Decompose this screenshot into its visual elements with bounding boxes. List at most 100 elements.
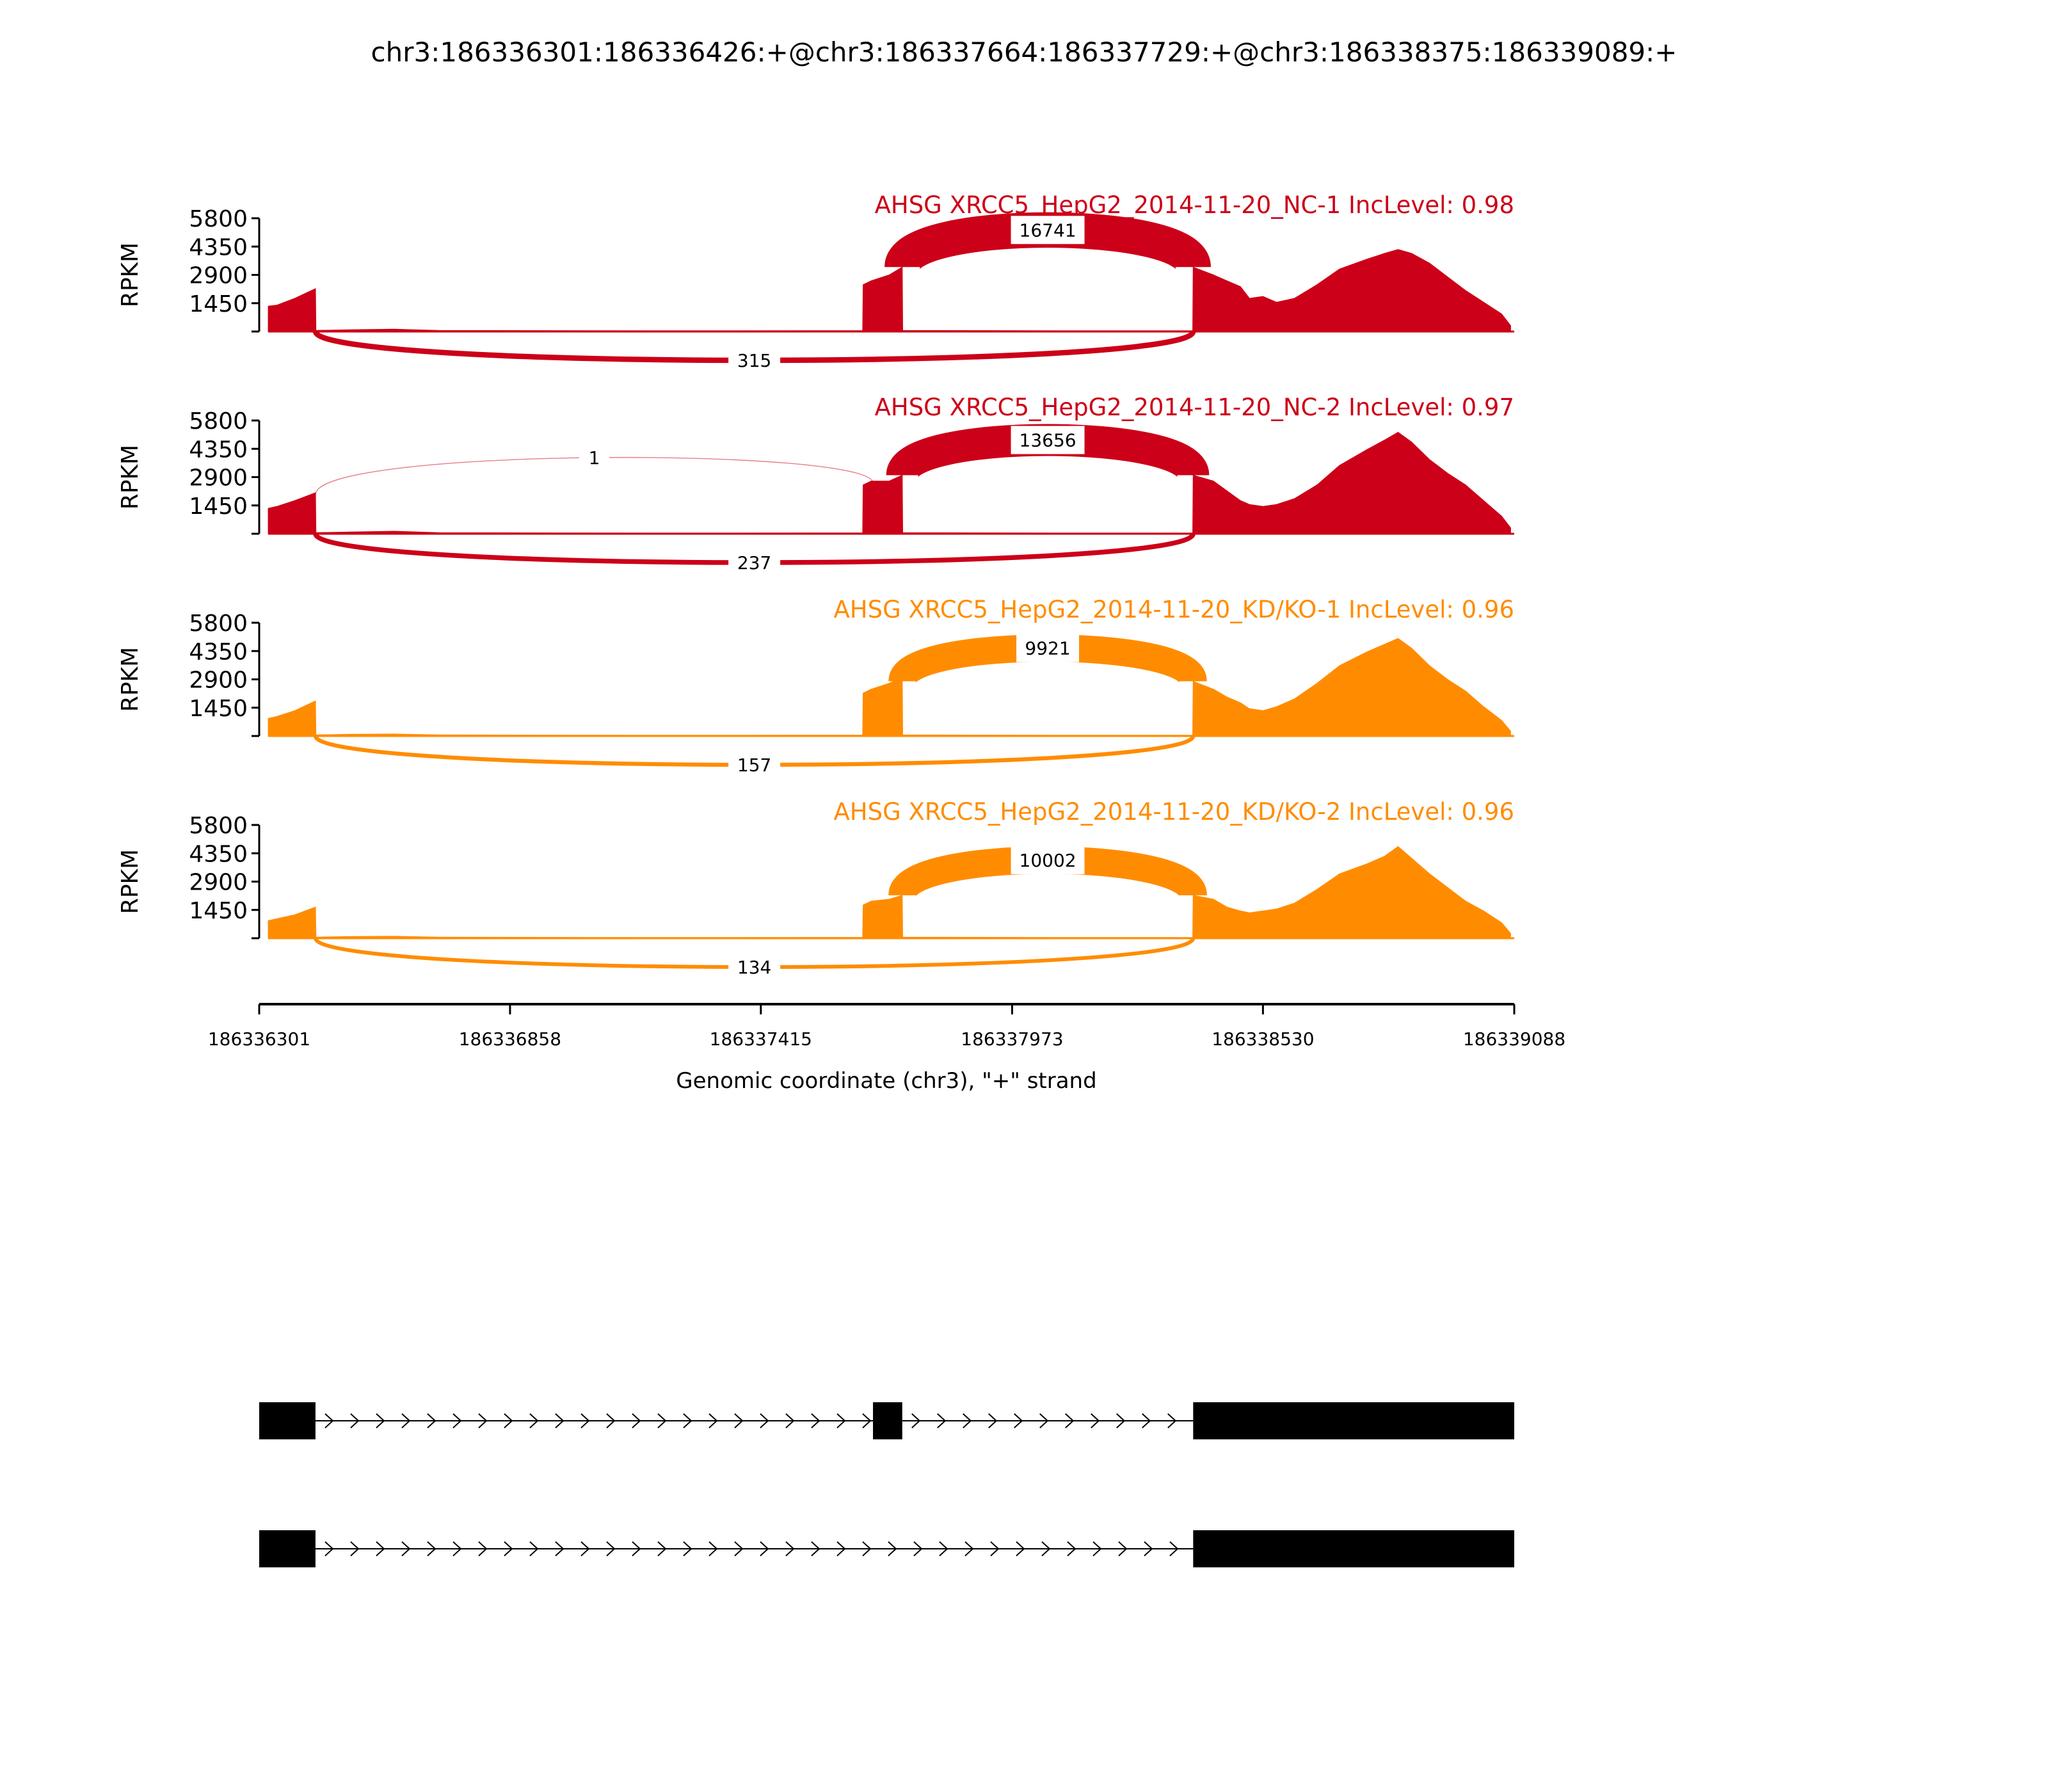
gene-model-2 [259,1530,1514,1567]
strand-arrow [401,1541,411,1556]
y-tick-label: 5800 [189,408,248,435]
y-axis-label: RPKM [117,647,143,712]
junction-label-box [579,443,609,472]
strand-arrow [911,1413,921,1428]
strand-arrow [632,1541,641,1556]
strand-arrow [580,1413,590,1428]
strand-arrow [606,1413,616,1428]
strand-arrow [401,1413,411,1428]
strand-arrow [1142,1413,1151,1428]
strand-arrow [1041,1541,1051,1556]
x-axis-label: Genomic coordinate (chr3), "+" strand [676,1068,1096,1094]
gene-model-1 [259,1402,1514,1439]
strand-arrow [555,1541,564,1556]
strand-arrow [478,1541,488,1556]
strand-arrow [427,1413,436,1428]
junction-label-box [728,548,781,577]
strand-arrow [836,1413,846,1428]
strand-arrow [529,1541,539,1556]
junction-label-box [1011,426,1085,454]
strand-arrow [376,1413,385,1428]
strand-arrow [555,1413,564,1428]
junction-count-label: 9921 [1025,638,1070,659]
strand-arrow [632,1413,641,1428]
exon-block [259,1530,316,1567]
y-tick-label: 5800 [189,206,248,232]
strand-arrow [657,1413,667,1428]
strand-arrow [1116,1413,1126,1428]
y-tick-label: 5800 [189,813,248,839]
gene-models [259,1402,1514,1567]
strand-arrow [990,1541,1000,1556]
coverage-area [268,249,1511,332]
junction-label-box [728,953,781,981]
strand-arrow [988,1413,998,1428]
junction-count-label: 157 [737,755,771,776]
strand-arrow [478,1413,488,1428]
strand-arrow [963,1413,972,1428]
strand-arrow [888,1541,897,1556]
strand-arrow [1067,1541,1076,1556]
x-tick-label: 186338530 [1212,1028,1314,1050]
junction-label-box [728,346,781,374]
y-tick-label: 1450 [189,898,248,924]
coverage-area [268,431,1511,534]
junction-count-label: 1 [589,447,600,468]
strand-arrow [350,1541,360,1556]
junction-label-box [728,751,781,779]
strand-arrow [324,1541,334,1556]
junction-count-label: 10002 [1020,850,1076,871]
strand-arrow [760,1541,769,1556]
strand-arrow [811,1541,820,1556]
strand-arrow [1016,1541,1025,1556]
strand-arrow [1144,1541,1153,1556]
strand-arrow [862,1413,872,1428]
coverage-area [268,845,1511,939]
strand-arrow [529,1413,539,1428]
strand-arrow [708,1413,718,1428]
junction-count-label: 13656 [1020,430,1076,451]
strand-arrow [504,1541,513,1556]
strand-arrow [1118,1541,1128,1556]
x-tick-label: 186336301 [208,1028,310,1050]
strand-arrow [1091,1413,1100,1428]
y-tick-label: 4350 [189,436,248,463]
strand-arrow [1167,1413,1177,1428]
strand-arrow [683,1541,692,1556]
y-tick-label: 5800 [189,611,248,637]
strand-arrow [785,1413,795,1428]
junction-count-label: 237 [737,552,771,573]
y-tick-label: 2900 [189,668,248,694]
strand-arrow [580,1541,590,1556]
panel-label: AHSG XRCC5_HepG2_2014-11-20_KD/KO-2 IncL… [833,798,1514,826]
junction-label-box [1011,845,1085,874]
strand-arrow [913,1541,923,1556]
coverage-area [268,637,1511,737]
y-axis-label: RPKM [117,445,143,509]
y-tick-label: 4350 [189,234,248,260]
strand-arrow [376,1541,385,1556]
junction-label-box [1016,634,1080,662]
strand-arrow [1065,1413,1075,1428]
strand-arrow [1014,1413,1023,1428]
junction-count-label: 134 [737,957,771,978]
strand-arrow [350,1413,360,1428]
y-tick-label: 2900 [189,870,248,896]
strand-arrow [606,1541,616,1556]
strand-arrow [452,1541,462,1556]
exon-block [1193,1402,1514,1439]
strand-arrow [734,1541,744,1556]
strand-arrow [657,1541,667,1556]
exon-block [259,1402,316,1439]
x-axis: 186336301 186336858 186337415 186337973 1863… [208,1003,1565,1050]
strand-arrow [836,1541,846,1556]
y-tick-label: 4350 [189,639,248,665]
strand-arrow [811,1413,820,1428]
y-axis-label: RPKM [117,243,143,307]
strand-arrow [939,1541,948,1556]
